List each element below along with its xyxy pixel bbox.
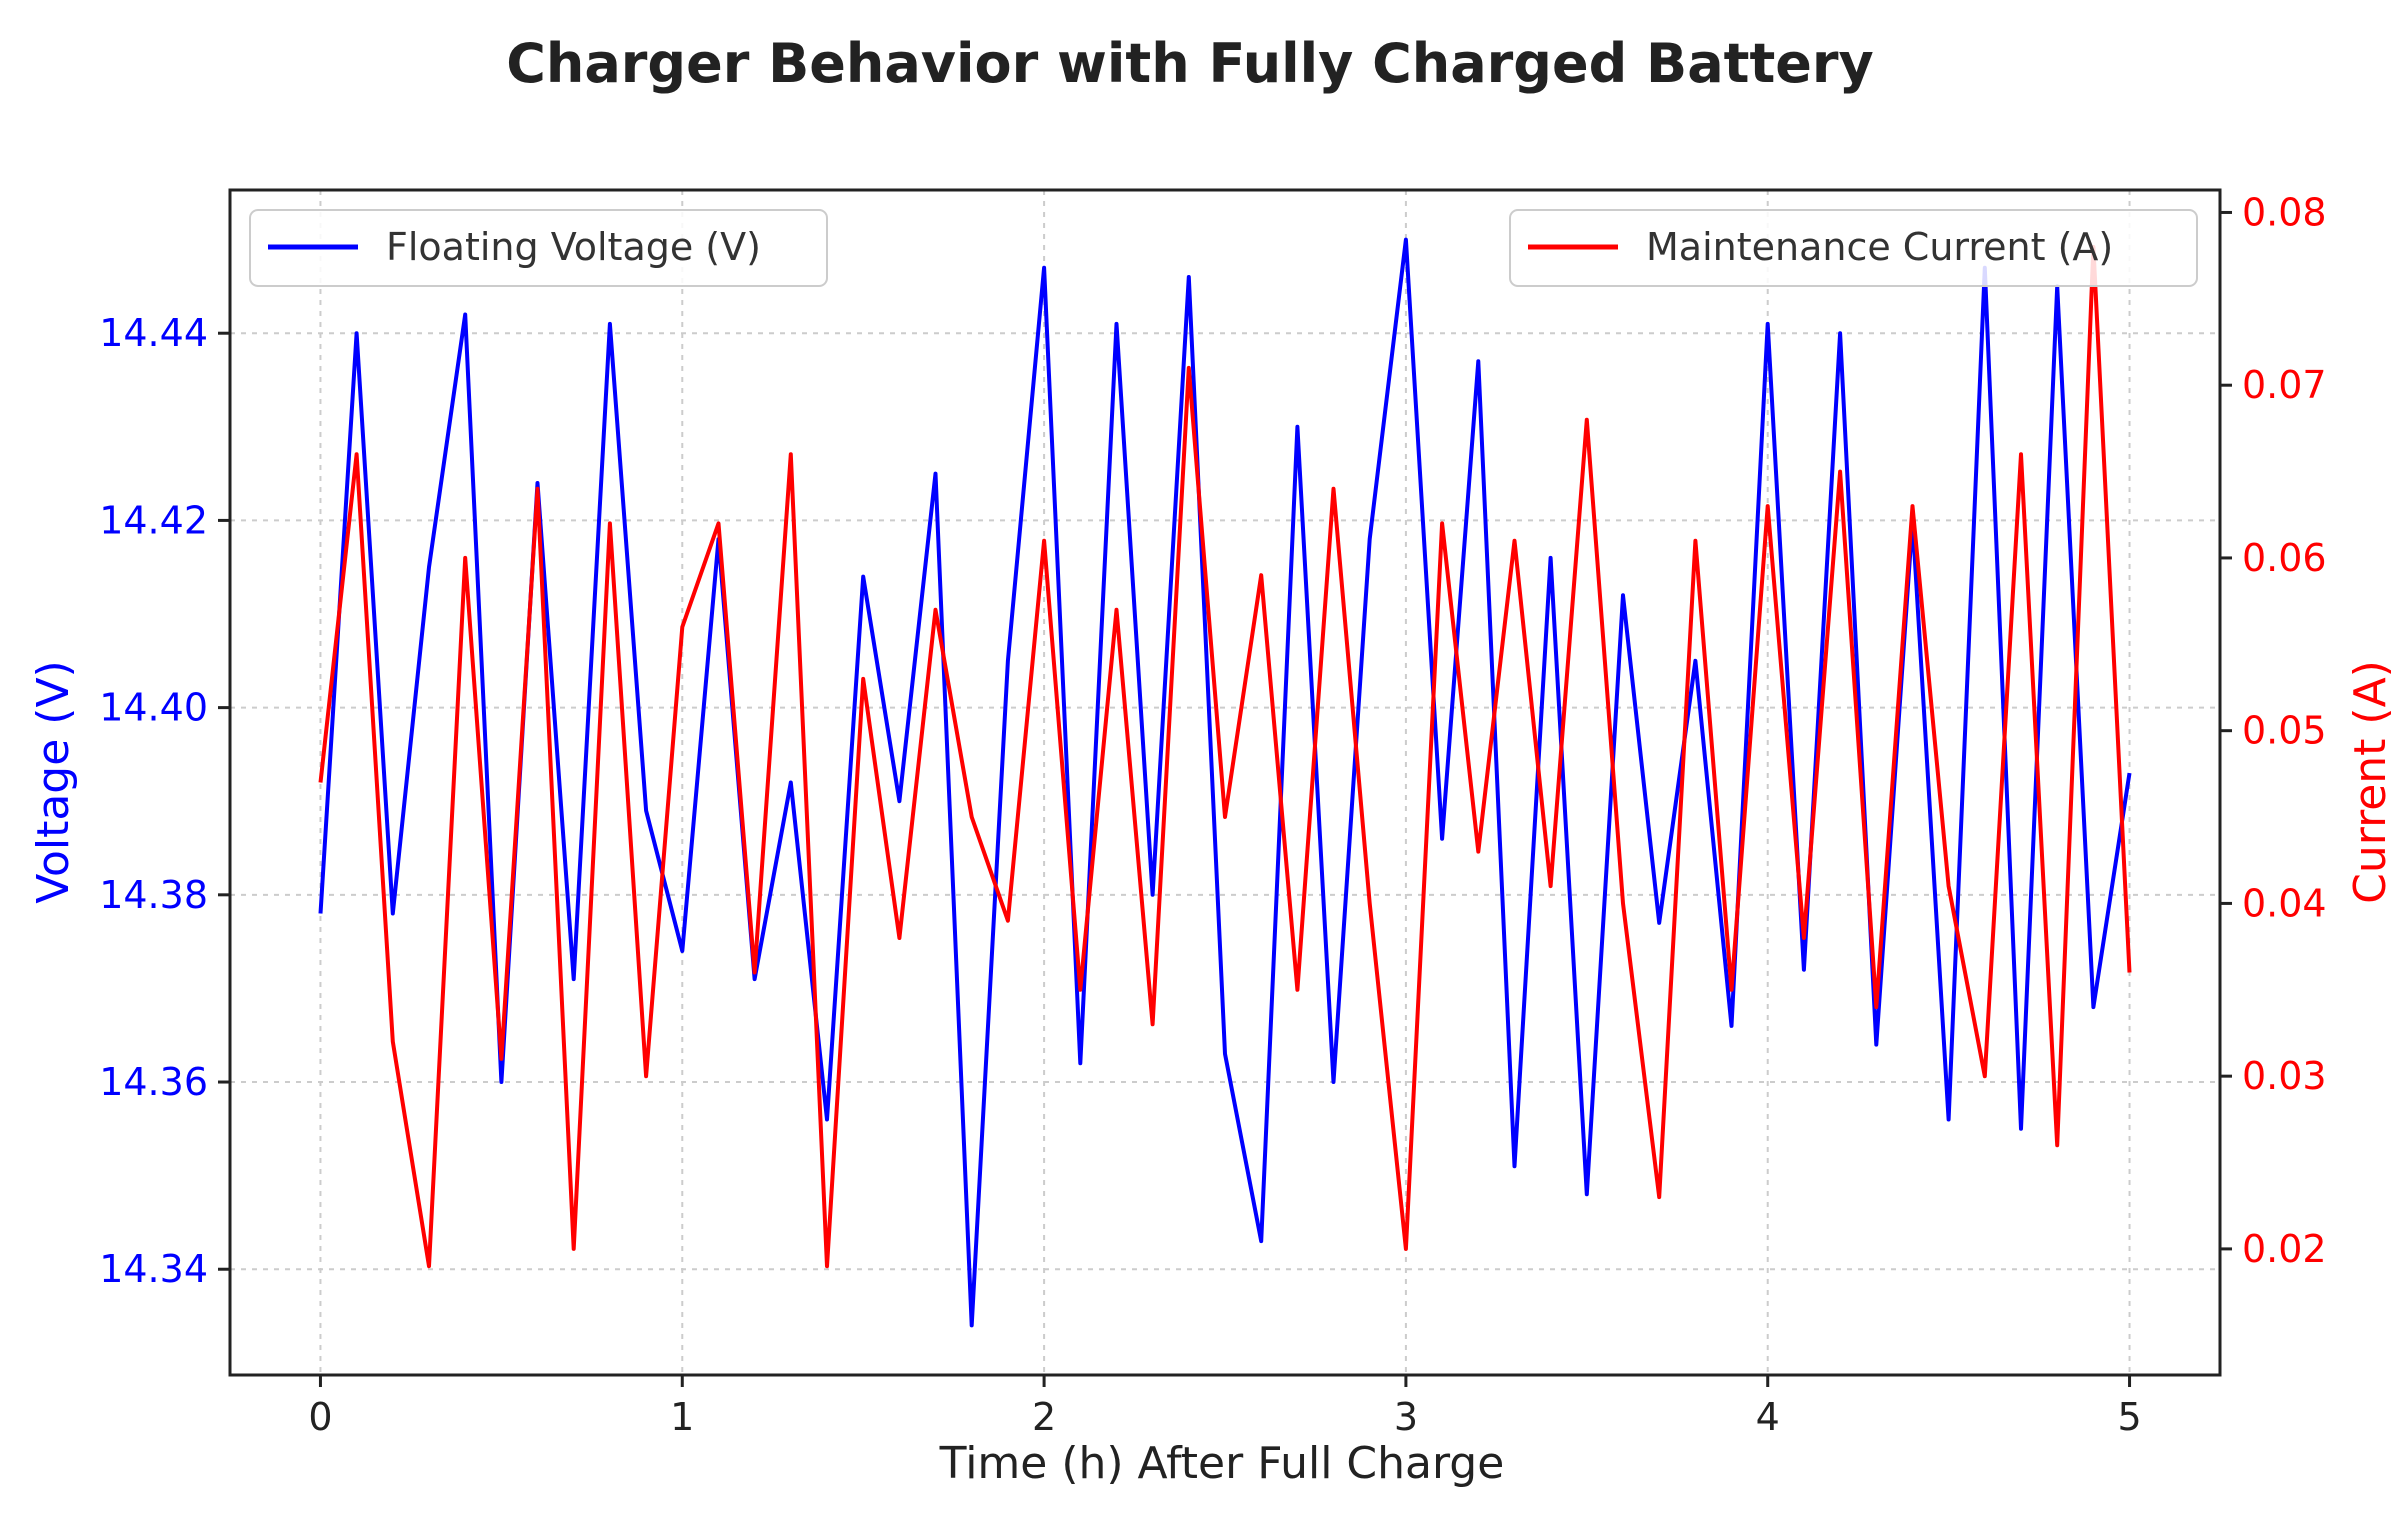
series-line-current	[318, 245, 2132, 1269]
chart-title: Charger Behavior with Fully Charged Batt…	[506, 32, 1873, 95]
y-right-tick-label: 0.04	[2242, 881, 2327, 925]
y-right-tick-label: 0.02	[2242, 1227, 2327, 1271]
legend-voltage-label: Floating Voltage (V)	[386, 225, 761, 269]
y-right-tick-label: 0.08	[2242, 190, 2327, 234]
legend-voltage-box	[249, 209, 828, 287]
x-tick-label: 0	[308, 1395, 332, 1439]
y-axis-left-label: Voltage (V)	[28, 660, 79, 903]
x-tick-label: 1	[670, 1395, 694, 1439]
x-tick-label: 3	[1394, 1395, 1418, 1439]
x-axis: 0 1 2 3 4 5	[308, 1375, 2142, 1439]
x-tick-label: 4	[1756, 1395, 1780, 1439]
x-tick-label: 5	[2117, 1395, 2141, 1439]
y-axis-right-label: Current (A)	[2345, 660, 2396, 904]
y-right-tick-label: 0.06	[2242, 536, 2327, 580]
grid	[230, 190, 2220, 1375]
y-axis-right: 0.02 0.03 0.04 0.05 0.06 0.07 0.08	[2220, 190, 2327, 1271]
series-layer	[318, 237, 2132, 1328]
y-axis-left: 14.34 14.36 14.38 14.40 14.42 14.44	[99, 311, 230, 1291]
series-line-voltage	[318, 237, 2132, 1328]
legend-current-box	[1509, 209, 2198, 287]
plot-frame	[228, 188, 2222, 1377]
y-right-tick-label: 0.07	[2242, 363, 2327, 407]
legend-current: Maintenance Current (A)	[1509, 209, 2198, 287]
y-left-tick-label: 14.36	[99, 1060, 208, 1104]
x-axis-label: Time (h) After Full Charge	[939, 1438, 1505, 1489]
legend-voltage: Floating Voltage (V)	[249, 209, 828, 287]
y-right-tick-label: 0.05	[2242, 709, 2327, 753]
legend-current-label: Maintenance Current (A)	[1646, 225, 2113, 269]
x-tick-label: 2	[1032, 1395, 1056, 1439]
y-left-tick-label: 14.42	[99, 498, 208, 542]
y-left-tick-label: 14.40	[99, 686, 208, 730]
y-left-tick-label: 14.44	[99, 311, 208, 355]
y-right-tick-label: 0.03	[2242, 1054, 2327, 1098]
y-left-tick-label: 14.38	[99, 873, 208, 917]
y-left-tick-label: 14.34	[99, 1247, 208, 1291]
